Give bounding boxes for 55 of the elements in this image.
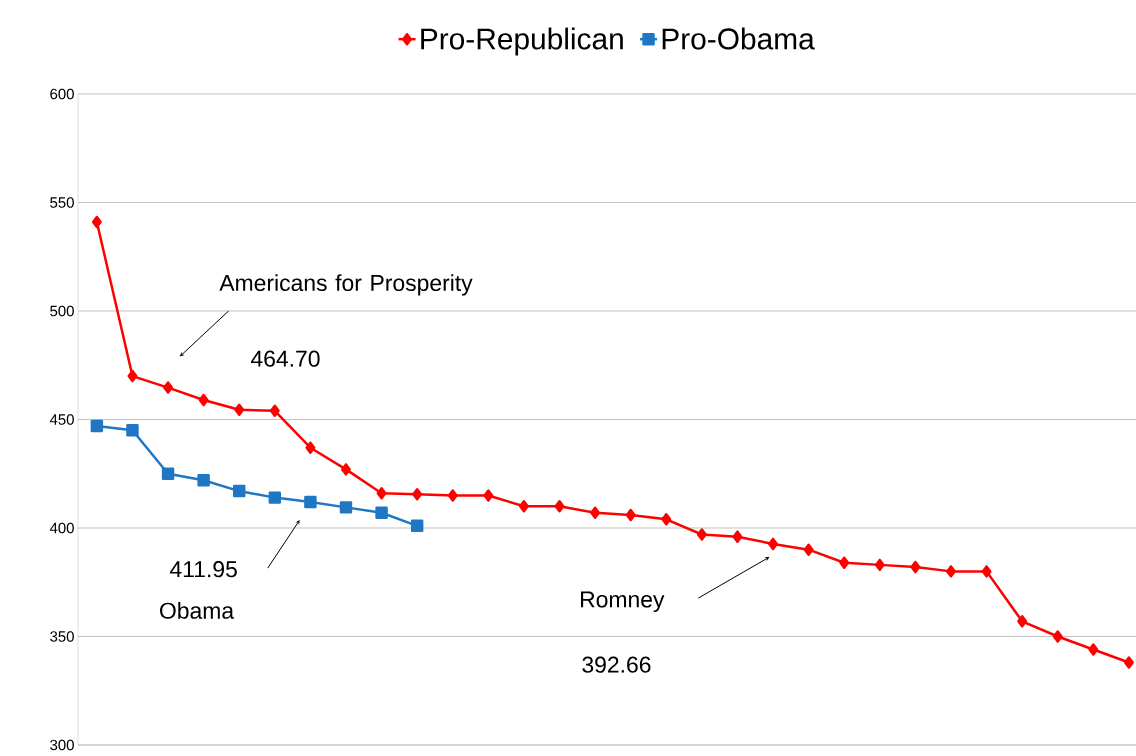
point (126, 424, 139, 437)
y-tick-label: 500 (50, 305, 74, 317)
point (376, 487, 387, 500)
point (341, 463, 351, 476)
point (554, 500, 565, 513)
annotation: 464.70 (250, 350, 320, 367)
point (91, 215, 102, 229)
point (1088, 643, 1099, 656)
point (483, 489, 494, 502)
point (305, 441, 316, 454)
point (127, 369, 138, 383)
annotation: 392.66 (582, 656, 651, 673)
point (910, 560, 921, 574)
point (625, 508, 636, 522)
point (768, 537, 779, 551)
point (839, 556, 850, 569)
point (232, 484, 246, 498)
point (375, 506, 388, 520)
point (304, 495, 317, 509)
point (268, 491, 282, 504)
point (339, 501, 353, 514)
point (90, 419, 104, 433)
point (163, 381, 174, 394)
point (732, 530, 743, 543)
annotation: Obama (160, 602, 235, 619)
point (945, 565, 956, 578)
point (1017, 615, 1028, 628)
annotation: Romney (581, 591, 665, 613)
y-tick-label: 550 (50, 197, 74, 208)
y-tick-label: 400 (49, 522, 74, 534)
point (161, 467, 175, 480)
annotation: 411.95 (169, 561, 237, 578)
point (197, 474, 210, 487)
legend-label: Pro-Republican (421, 27, 623, 56)
point (447, 489, 458, 502)
point (874, 558, 885, 572)
point (1123, 656, 1134, 669)
point (410, 519, 424, 533)
point (412, 488, 423, 501)
point (981, 565, 992, 578)
point (803, 543, 814, 556)
point (590, 506, 601, 520)
point (234, 403, 245, 416)
y-tick-label: 600 (50, 88, 74, 100)
point (696, 528, 707, 541)
annotation: Americans for Prosperity (219, 274, 473, 296)
y-tick-label: 300 (50, 739, 74, 751)
point (1052, 630, 1063, 643)
point (518, 500, 529, 513)
point (661, 513, 672, 526)
point (198, 393, 209, 407)
y-tick-label: 350 (50, 631, 74, 642)
legend-label: Pro-Obama (662, 27, 815, 50)
y-tick-label: 450 (49, 414, 74, 425)
point (269, 404, 280, 418)
